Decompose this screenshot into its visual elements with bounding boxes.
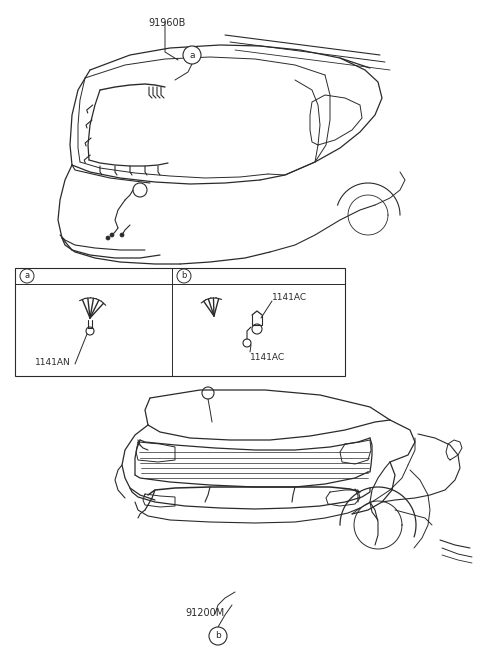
Text: 1141AN: 1141AN bbox=[35, 358, 71, 367]
Text: 91200M: 91200M bbox=[185, 608, 224, 618]
Text: a: a bbox=[24, 272, 30, 281]
Circle shape bbox=[106, 236, 110, 240]
Text: 1141AC: 1141AC bbox=[250, 353, 285, 362]
Circle shape bbox=[20, 269, 34, 283]
Text: 91960B: 91960B bbox=[148, 18, 185, 28]
Circle shape bbox=[110, 233, 114, 237]
Text: a: a bbox=[189, 51, 195, 60]
Text: b: b bbox=[181, 272, 187, 281]
Circle shape bbox=[177, 269, 191, 283]
Circle shape bbox=[120, 233, 124, 237]
Text: b: b bbox=[215, 632, 221, 640]
Circle shape bbox=[209, 627, 227, 645]
Text: 1141AC: 1141AC bbox=[272, 293, 307, 302]
Circle shape bbox=[183, 46, 201, 64]
Bar bbox=[15, 268, 345, 376]
